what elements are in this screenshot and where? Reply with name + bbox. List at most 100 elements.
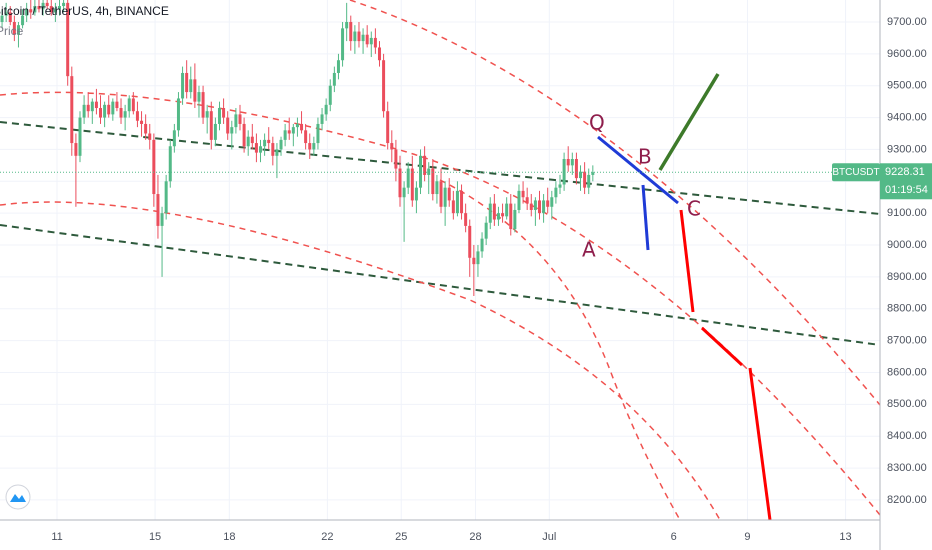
time-axis: [0, 520, 880, 550]
candle-body: [373, 37, 377, 48]
candle-body: [217, 108, 221, 124]
wave-line: [700, 326, 744, 367]
candle-body: [250, 136, 254, 144]
candle-body: [267, 139, 271, 144]
candle-body: [550, 197, 554, 207]
candle-body: [406, 168, 410, 188]
candle-body: [501, 213, 505, 217]
wave-line: [748, 367, 772, 521]
candle-body: [357, 31, 361, 42]
candle-body: [349, 21, 353, 42]
y-tick-label: 9400.00: [887, 111, 927, 123]
candle-body: [480, 238, 484, 252]
candle-body: [193, 79, 197, 102]
x-tick-label: 25: [395, 531, 407, 543]
candle-body: [119, 108, 123, 118]
candle-body: [107, 104, 111, 115]
candle-body: [90, 101, 94, 112]
candle-body: [16, 25, 20, 35]
candle-body: [517, 190, 521, 210]
chart-title: Bitcoin / TetherUS, 4h, BINANCE: [0, 4, 169, 18]
drawings: [0, 0, 881, 521]
candle-body: [45, 2, 49, 7]
candle-body: [345, 21, 349, 29]
symbol-tag: [832, 163, 880, 182]
candle-body: [369, 37, 373, 45]
candle-body: [492, 203, 496, 220]
candle-body: [131, 98, 135, 112]
candle-body: [447, 187, 451, 201]
candle-body: [419, 155, 423, 188]
candle-body: [316, 123, 320, 144]
candle-body: [164, 181, 168, 214]
candle-body: [115, 101, 119, 109]
candle-body: [66, 2, 70, 77]
price-tag: [880, 163, 932, 200]
candle-body: [29, 9, 33, 13]
candle-body: [496, 213, 500, 220]
y-tick-label: 8300.00: [887, 462, 927, 474]
candle-body: [246, 136, 250, 147]
arc-line: [349, 0, 881, 406]
candle-body: [320, 114, 324, 124]
candle-body: [148, 133, 152, 140]
x-tick-label: 28: [469, 531, 481, 543]
wave-line: [597, 135, 679, 205]
countdown-label: 01:19:54: [885, 184, 928, 196]
annotation: B: [638, 145, 652, 169]
candle-body: [275, 149, 279, 156]
candle-body: [570, 158, 574, 166]
candles: [0, 0, 880, 297]
candle-body: [398, 168, 402, 198]
candle-body: [271, 143, 275, 156]
y-tick-label: 9000.00: [887, 239, 927, 251]
candle-body: [127, 98, 131, 112]
y-tick-label: 9300.00: [887, 143, 927, 155]
candle-body: [472, 257, 476, 265]
candle-body: [135, 111, 139, 121]
candle-body: [213, 123, 217, 140]
candle-body: [201, 92, 205, 118]
wave-line: [658, 73, 720, 171]
annotation: Q: [589, 111, 605, 135]
candle-body: [168, 146, 172, 182]
candle-body: [209, 111, 213, 140]
candle-body: [140, 120, 144, 124]
candle-body: [49, 6, 53, 13]
candle-body: [554, 187, 558, 198]
y-tick-label: 9600.00: [887, 48, 927, 60]
candle-body: [460, 190, 464, 214]
candle-body: [8, 12, 12, 22]
price-axis: [880, 0, 932, 550]
candle-body: [525, 197, 529, 204]
y-tick-label: 8600.00: [887, 366, 927, 378]
candle-body: [304, 130, 308, 144]
logo-icon: [10, 494, 26, 502]
y-tick-label: 9100.00: [887, 207, 927, 219]
candle-body: [78, 117, 82, 156]
candle-body: [546, 200, 550, 207]
grid: [0, 0, 880, 520]
candle-body: [144, 123, 148, 134]
candle-body: [328, 85, 332, 105]
candle-body: [234, 114, 238, 128]
x-tick-label: 9: [744, 531, 750, 543]
annotation: A: [582, 238, 596, 262]
y-tick-label: 8400.00: [887, 430, 927, 442]
candle-body: [12, 21, 16, 35]
candle-body: [25, 9, 29, 16]
candle-body: [41, 2, 45, 10]
candle-body: [513, 209, 517, 230]
candle-body: [427, 168, 431, 175]
logo: [5, 484, 31, 510]
candle-body: [291, 127, 295, 134]
candle-body: [111, 101, 115, 115]
arc-line: [0, 201, 721, 521]
candle-body: [336, 60, 340, 73]
candle-body: [423, 155, 427, 175]
candle-body: [103, 104, 107, 118]
x-tick-label: 6: [671, 531, 677, 543]
legend: Price: [0, 24, 24, 38]
